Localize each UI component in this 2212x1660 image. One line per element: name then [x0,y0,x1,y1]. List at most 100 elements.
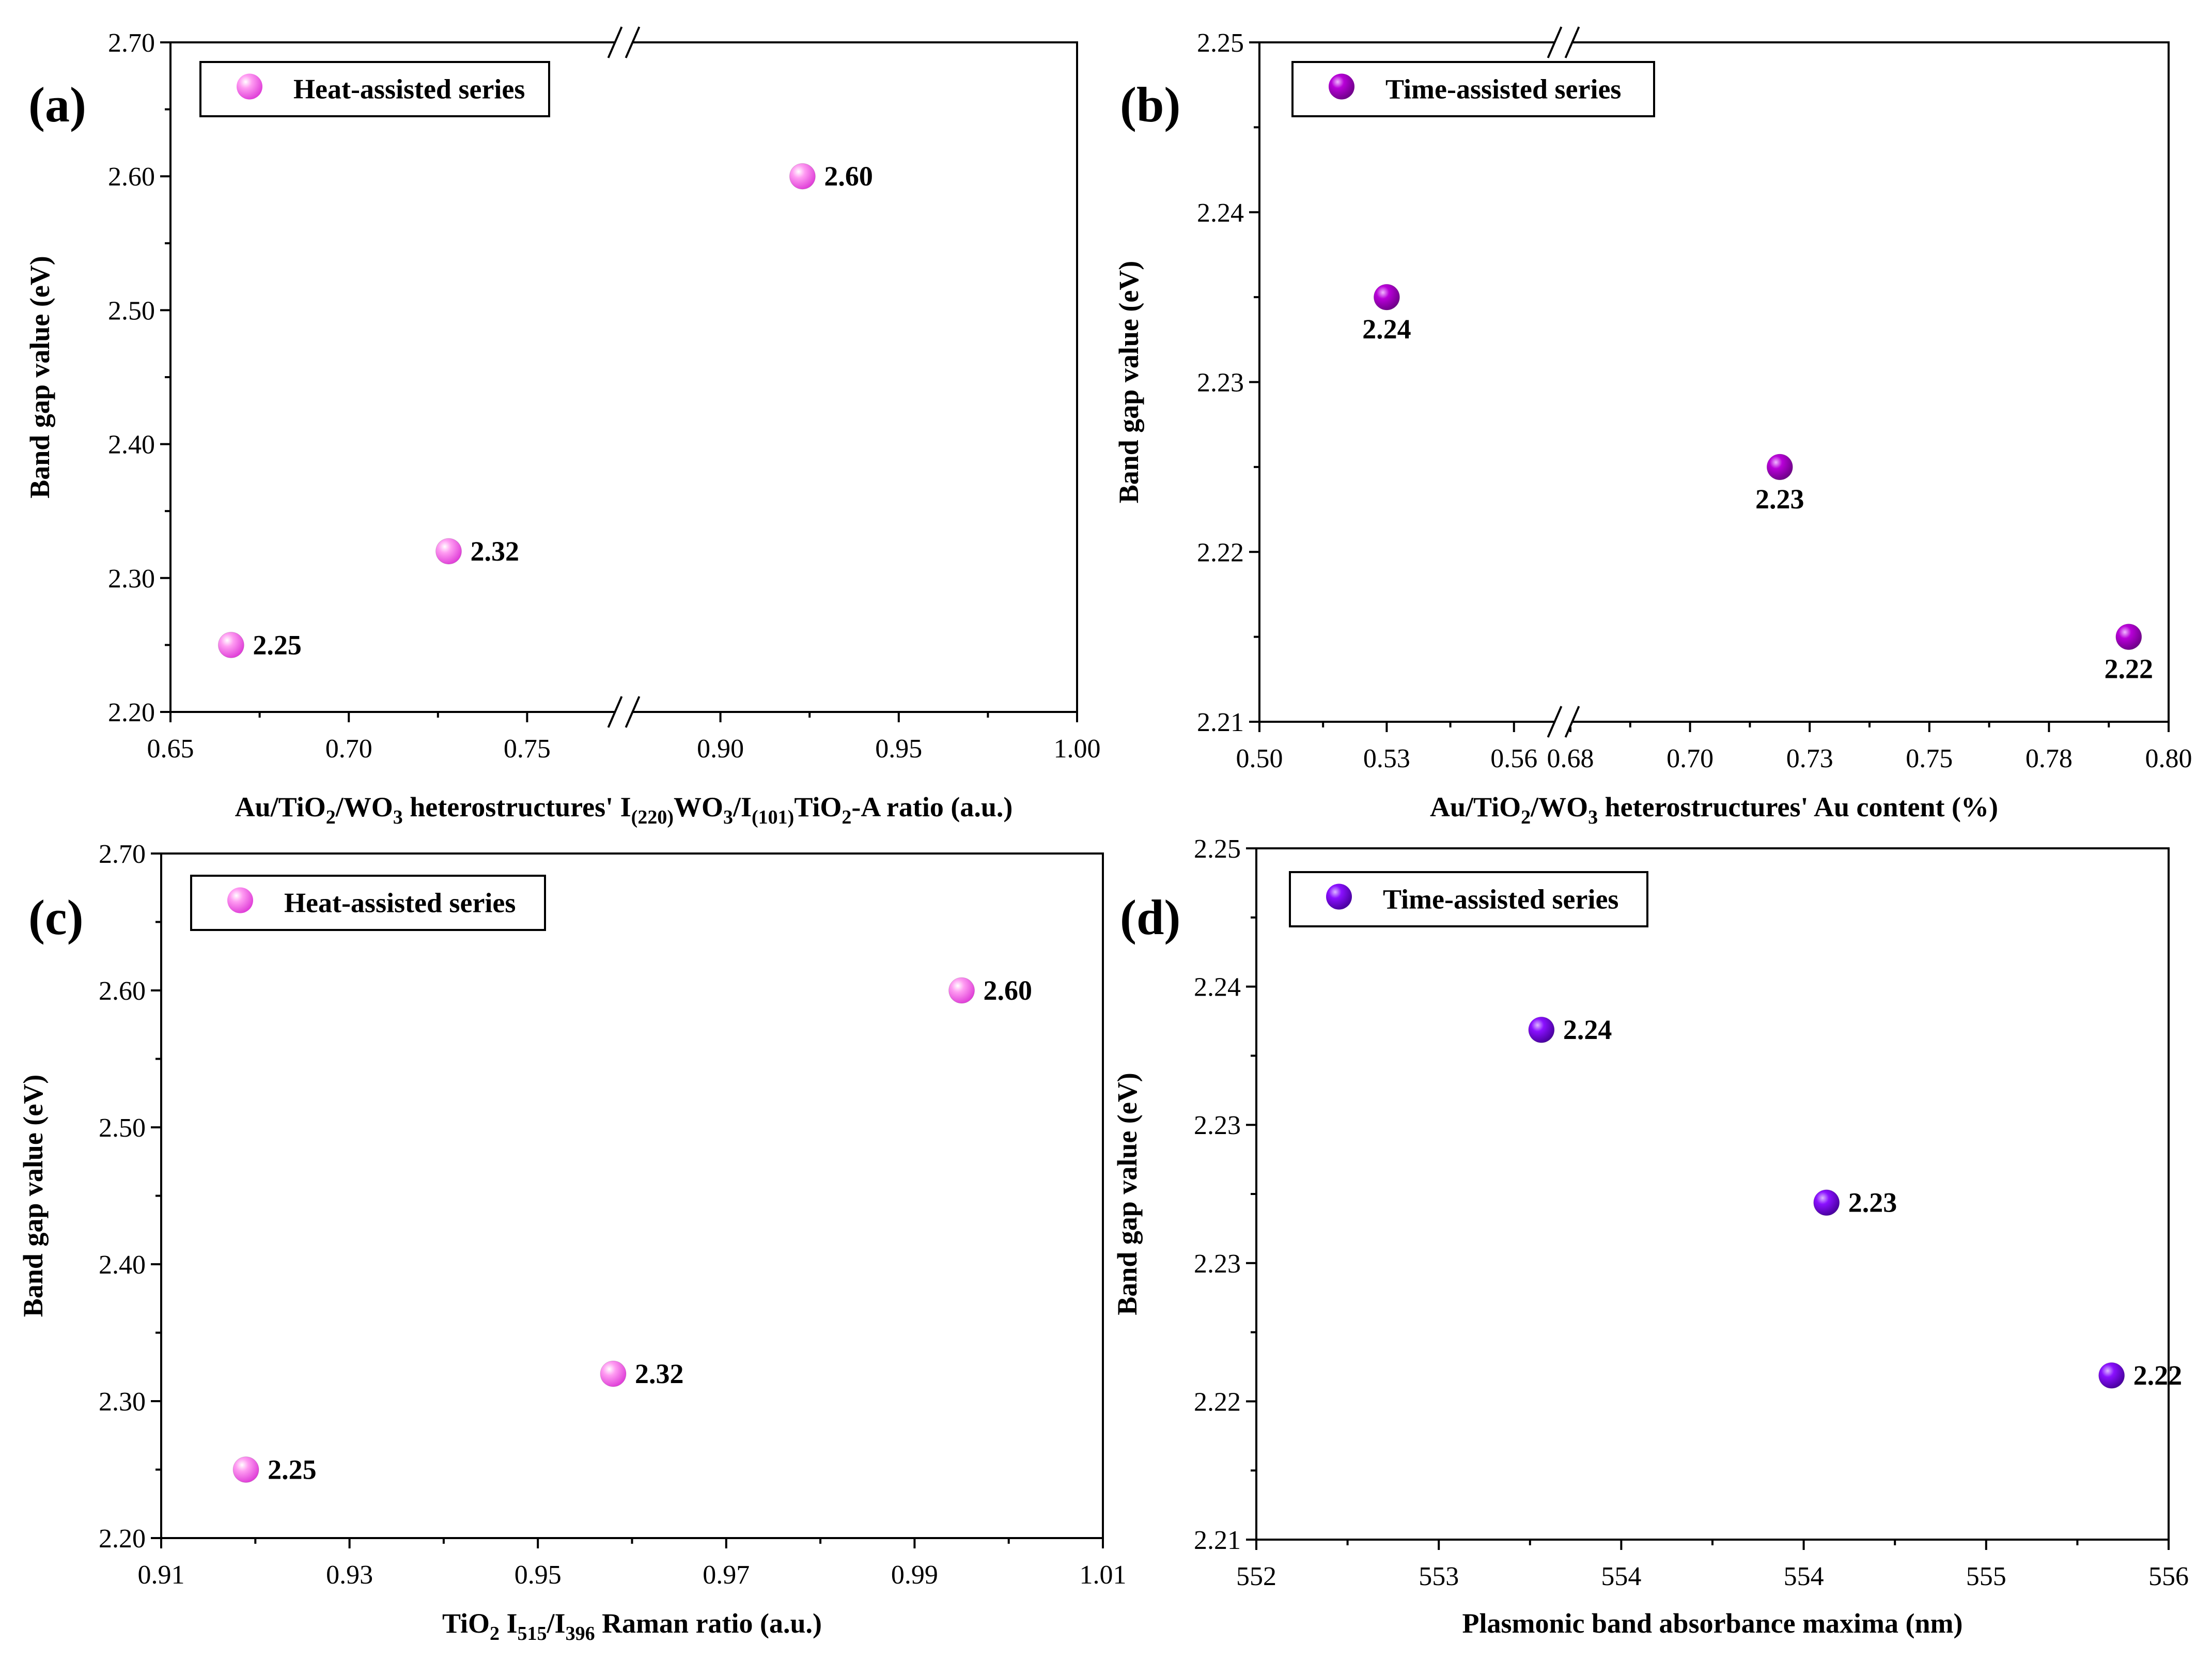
x-tick-label: 555 [1966,1562,2006,1591]
data-label: 2.32 [635,1358,684,1389]
y-tick-label: 2.25 [1197,28,1244,58]
x-axis-title-subscript: 2 [326,806,336,828]
legend-marker [237,73,262,100]
x-axis-title-subscript: (101) [752,806,794,828]
legend-label: Time-assisted series [1385,74,1621,105]
x-axis-title-part: /I [547,1608,566,1639]
x-tick-label: 0.99 [891,1560,938,1590]
x-tick-label: 553 [1419,1562,1459,1591]
x-tick-label: 0.97 [703,1560,750,1590]
x-axis-title-part: TiO [442,1608,490,1639]
data-point [1813,1189,1840,1216]
y-tick-label: 2.70 [108,28,155,58]
x-tick-label: 0.80 [2145,744,2192,773]
legend: Heat-assisted series [190,875,546,931]
y-tick-label: 2.23 [1194,1249,1241,1279]
x-axis-title-part: WO [674,792,723,823]
y-tick-label: 2.50 [99,1113,146,1143]
x-axis-title-part: /I [733,792,752,823]
x-axis-title-subscript: 515 [518,1623,547,1645]
x-axis-title: Au/TiO2/WO3 heterostructures' I(220)WO3/… [235,792,1013,828]
axis-break-mark [607,26,623,58]
panel-letter: (b) [1120,77,1180,132]
axis-break-gap [615,707,632,717]
y-tick-label: 2.25 [1194,834,1241,864]
plot-frame [160,852,1104,1539]
legend: Time-assisted series [1289,871,1648,927]
y-tick-label: 2.23 [1194,1111,1241,1140]
data-point [435,538,462,565]
x-tick-label: 0.73 [1786,744,1833,773]
data-label: 2.24 [1362,314,1411,345]
panel-c: 2.20 2.30 2.40 2.50 2.60 2.70 0.91 0.93 0.95 0.97… [18,840,1127,1645]
data-point [600,1360,627,1387]
panel-a: 2.20 2.30 2.40 2.50 2.60 2.70 0.65 0.70 0.75 0.90… [24,26,1101,828]
data-point [948,977,975,1004]
x-tick-label: 1.01 [1080,1560,1127,1590]
panel-letter: (d) [1120,890,1180,945]
y-tick-label: 2.40 [108,430,155,460]
axis-break-gap [1555,717,1572,727]
legend: Heat-assisted series [199,61,550,117]
x-axis-title-subscript: 2 [490,1623,500,1645]
y-tick-label: 2.20 [99,1524,146,1554]
panel-b: 2.21 2.22 2.23 2.24 2.25 0.50 0.53 0.56 0.68 0.70… [1113,26,2192,828]
x-axis-title-part: Plasmonic band absorbance maxima (nm) [1462,1608,1962,1639]
x-axis-title: Au/TiO2/WO3 heterostructures' Au content… [1430,792,1998,828]
panel-d: 2.21 2.22 2.23 2.23 2.24 2.25 552 553 554 554 555 5… [1112,834,2189,1639]
x-axis-title-part: Raman ratio (a.u.) [595,1608,822,1639]
x-axis-title-subscript: 2 [1521,806,1531,828]
x-tick-label: 554 [1601,1562,1641,1591]
x-axis-title-part: -A ratio (a.u.) [851,792,1012,823]
legend-label: Heat-assisted series [293,74,525,105]
data-label: 2.22 [2133,1360,2183,1391]
x-axis-title-subscript: 3 [723,806,733,828]
data-point [232,1456,259,1483]
y-axis-title: Band gap value (eV) [1113,261,1144,504]
x-tick-label: 0.50 [1236,744,1283,773]
y-axis-title: Band gap value (eV) [18,1075,49,1317]
axis-break-gap [1555,37,1572,48]
x-tick-label: 0.95 [515,1560,562,1590]
data-label: 2.25 [253,629,302,660]
legend-label: Heat-assisted series [284,888,516,919]
x-tick-label: 0.95 [875,734,922,764]
x-axis-title-subscript: 3 [393,806,403,828]
x-tick-label: 552 [1236,1562,1276,1591]
x-tick-label: 0.75 [1906,744,1953,773]
panel-letter: (a) [28,77,86,132]
y-tick-label: 2.24 [1194,973,1241,1002]
data-point [217,631,244,658]
data-label: 2.32 [471,536,520,567]
x-axis-title-part: /WO [1530,792,1588,823]
panel-letter: (c) [28,890,84,945]
data-point [1766,454,1793,480]
x-axis-title-part: Au/TiO [235,792,326,823]
axis-break-mark [625,26,641,58]
axis-break-mark [1547,26,1563,58]
x-tick-label: 0.90 [697,734,744,764]
data-label: 2.24 [1563,1014,1612,1045]
x-axis-title-part: Au/TiO [1430,792,1521,823]
x-tick-label: 1.00 [1054,734,1101,764]
x-axis-title: Plasmonic band absorbance maxima (nm) [1462,1608,1962,1639]
axis-break-mark [625,696,641,728]
y-tick-label: 2.30 [108,564,155,594]
x-tick-label: 0.93 [326,1560,373,1590]
x-tick-label: 0.68 [1547,744,1594,773]
x-axis-title-subscript: (220) [631,806,674,828]
plot-frame [169,41,1078,713]
x-axis-title-subscript: 3 [1588,806,1598,828]
legend-marker [1326,883,1352,910]
y-tick-label: 2.60 [108,162,155,192]
y-axis-title: Band gap value (eV) [1112,1073,1143,1315]
y-tick-label: 2.24 [1197,198,1244,228]
data-point [2115,624,2142,650]
y-tick-label: 2.23 [1197,368,1244,398]
y-tick-label: 2.21 [1197,708,1244,737]
x-tick-label: 0.70 [1666,744,1713,773]
x-tick-label: 556 [2148,1562,2189,1591]
x-axis-title-part: /WO [335,792,393,823]
data-point [2098,1362,2125,1389]
y-tick-label: 2.20 [108,698,155,727]
